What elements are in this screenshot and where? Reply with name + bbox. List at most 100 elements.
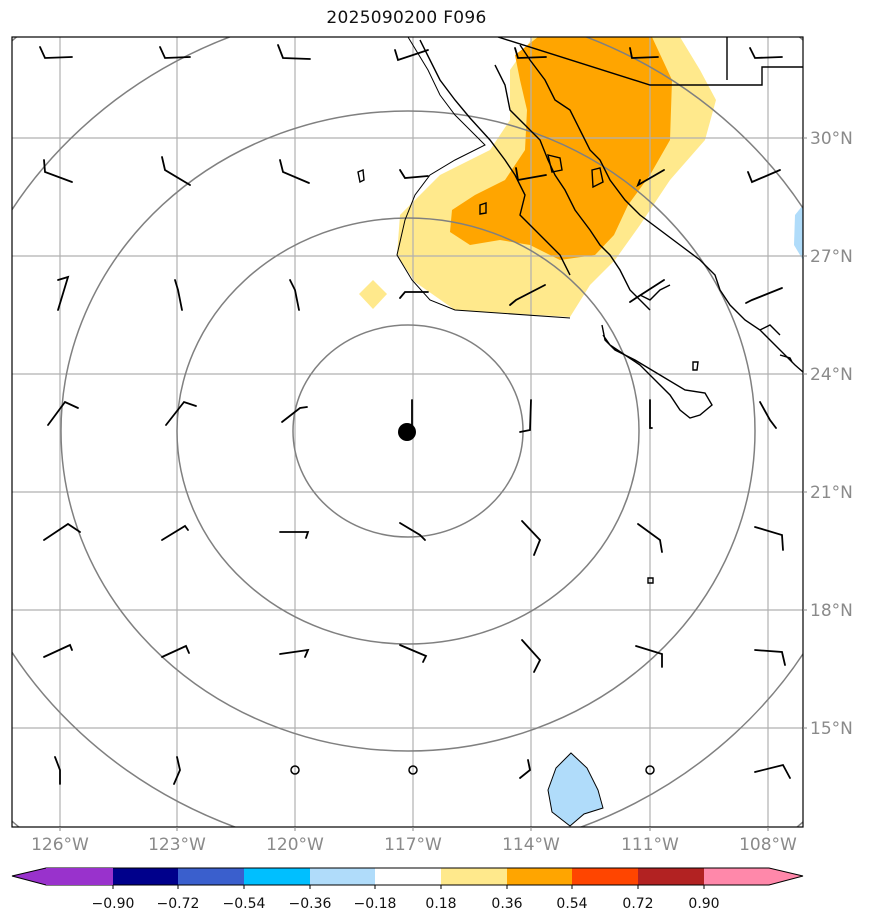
lon-tick-label: 108°W: [739, 835, 797, 855]
colorbar-tick-label: −0.54: [223, 896, 266, 912]
wind-barb: [165, 400, 197, 426]
lat-tick-label: 21°N: [810, 483, 853, 503]
wind-barb: [399, 169, 429, 179]
wind-barb: [289, 279, 300, 311]
calm-markers: [290, 765, 655, 775]
coastlines: [357, 37, 803, 584]
colorbar-segment: [113, 868, 178, 885]
storm-center-marker: [398, 423, 416, 441]
island-5: [692, 361, 699, 371]
lon-tick-label: 120°W: [266, 835, 324, 855]
colorbar-max-extend: [769, 868, 803, 885]
wind-barb: [281, 406, 308, 423]
wind-barb: [161, 644, 190, 658]
wind-barb: [43, 159, 73, 183]
range-ring-3: [60, 110, 756, 752]
wind-barb: [43, 522, 81, 541]
gulf-coast-2: [759, 324, 781, 336]
wind-barb: [637, 523, 663, 553]
us-mexico-border: [497, 37, 803, 86]
wind-barb: [509, 284, 546, 306]
wind-barb: [57, 275, 70, 311]
lat-tick-label: 15°N: [810, 719, 853, 739]
southern-mexico-coast: [601, 324, 713, 419]
negative-light-fill-south: [547, 752, 604, 827]
lat-tick-label: 30°N: [810, 129, 853, 149]
wind-barb: [394, 49, 429, 62]
wind-barb: [514, 47, 547, 59]
island-3: [591, 167, 604, 189]
gulf-coast-3: [779, 354, 793, 363]
wind-barb: [159, 46, 191, 59]
wind-barb: [279, 159, 310, 184]
positive-isolated-cell: [359, 280, 387, 309]
wind-barb: [636, 169, 665, 188]
colorbar-tick-label: −0.18: [354, 896, 397, 912]
wind-barb: [515, 167, 547, 182]
wind-barb: [39, 46, 73, 59]
wind-barb: [629, 47, 659, 59]
wind-barb: [399, 522, 426, 541]
wind-barb: [399, 644, 428, 663]
wind-barb: [277, 44, 311, 60]
wind-barb: [173, 756, 181, 785]
map-frame: [11, 36, 804, 828]
wind-barb: [174, 279, 183, 311]
wind-barb: [519, 399, 532, 433]
island-2: [547, 154, 563, 173]
wind-barb: [754, 649, 786, 666]
colorbar-segment: [178, 868, 244, 885]
lon-tick-label: 114°W: [502, 835, 560, 855]
gulf-coast-1: [639, 284, 671, 301]
lon-tick-label: 126°W: [31, 835, 89, 855]
wind-barb: [629, 279, 665, 303]
island-4: [479, 202, 487, 215]
calm-marker: [408, 765, 418, 775]
calm-marker: [290, 765, 300, 775]
wind-barb: [759, 401, 777, 429]
lat-tick-label: 18°N: [810, 601, 853, 621]
colorbar-segment: [375, 868, 441, 885]
colorbar-segment: [638, 868, 704, 885]
colorbar-segment-first-dark: [46, 868, 113, 885]
wind-barb: [521, 639, 542, 673]
wind-barb: [54, 756, 61, 785]
map-title: 2025090200 F096: [326, 8, 487, 28]
wind-barb: [47, 400, 79, 426]
range-ring-2: [176, 217, 640, 645]
colorbar-tick-label: 0.54: [556, 896, 587, 912]
wind-barb: [161, 156, 191, 186]
wind-barb: [279, 531, 310, 539]
lon-axis: 126°W 123°W 120°W 117°W 114°W 111°W 108°…: [31, 827, 797, 855]
lat-tick-label: 24°N: [810, 365, 853, 385]
island-6: [647, 577, 654, 584]
colorbar-segment: [244, 868, 310, 885]
colorbar-tick-label: −0.90: [92, 896, 135, 912]
colorbar-segment: [572, 868, 638, 885]
gulf-east-coast: [494, 64, 651, 311]
lat-tick-label: 27°N: [810, 247, 853, 267]
positive-mid-fill: [450, 37, 672, 260]
colorbar-segment: [310, 868, 375, 885]
colorbar-tick-label: 0.90: [688, 896, 719, 912]
wind-barb: [161, 524, 189, 541]
colorbar-segment: [704, 868, 769, 885]
colorbar-tick-label: 0.18: [425, 896, 456, 912]
colorbar-tick-label: 0.36: [491, 896, 522, 912]
wind-barb: [521, 520, 542, 556]
baja-west-coast: [396, 37, 571, 319]
wind-barbs: [39, 44, 791, 785]
wind-barb: [749, 47, 783, 59]
island-1: [357, 169, 365, 184]
colorbar-min-extend: [12, 868, 46, 885]
colorbar-tick-label: −0.72: [157, 896, 200, 912]
wind-barb: [399, 291, 429, 299]
mainland-coast: [519, 44, 803, 373]
lon-tick-label: 117°W: [384, 835, 442, 855]
wind-barb: [649, 399, 653, 429]
colorbar-tick-label: 0.72: [622, 896, 653, 912]
wind-barb: [754, 526, 784, 551]
wind-barb: [635, 645, 663, 668]
